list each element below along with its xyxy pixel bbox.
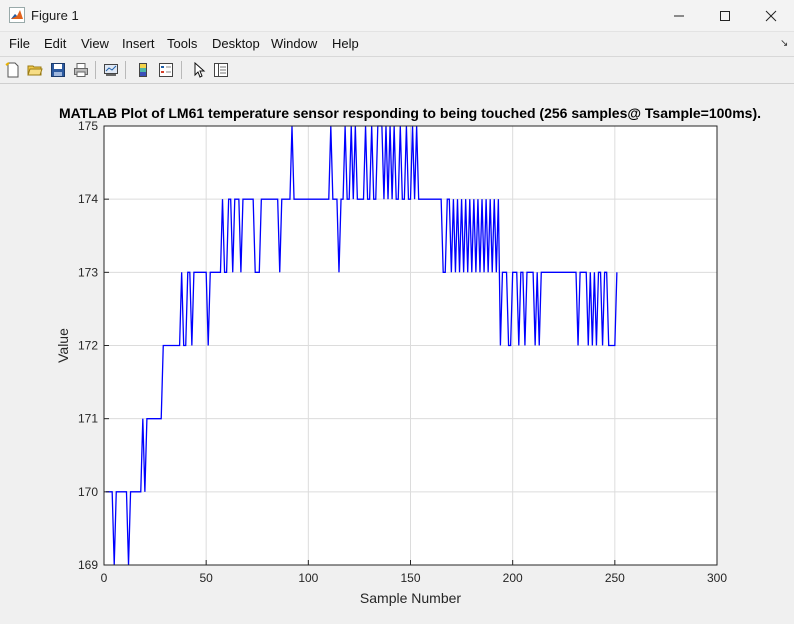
insert-legend-icon <box>159 63 173 77</box>
menu-bar <box>0 32 794 56</box>
maximize-icon <box>720 10 730 21</box>
insert-legend-button[interactable] <box>156 60 176 80</box>
series-line <box>106 125 618 566</box>
print-icon <box>74 63 88 77</box>
chart-title: MATLAB Plot of LM61 temperature sensor r… <box>59 105 761 121</box>
close-icon <box>765 10 777 21</box>
edit-plot-button[interactable] <box>189 60 209 80</box>
close-button[interactable] <box>748 0 794 31</box>
open-file-icon <box>27 65 43 76</box>
y-tick-label: 175 <box>78 119 98 133</box>
new-figure-button[interactable] <box>3 60 23 80</box>
print-button[interactable] <box>71 60 91 80</box>
matlab-icon <box>9 7 25 23</box>
insert-colorbar-icon <box>139 63 147 77</box>
insert-colorbar-button[interactable] <box>133 60 153 80</box>
menu-insert[interactable]: Insert <box>122 36 155 51</box>
x-axis-ticks: 0 50 100 150 200 250 300 <box>101 560 727 585</box>
new-figure-icon <box>5 62 19 78</box>
y-tick-label: 170 <box>78 485 98 499</box>
x-tick-label: 150 <box>400 571 420 585</box>
window-title: Figure 1 <box>31 8 79 23</box>
menu-tools[interactable]: Tools <box>167 36 198 51</box>
figure-toolbar <box>0 57 794 84</box>
menu-help[interactable]: Help <box>332 36 359 51</box>
x-axis-label: Sample Number <box>360 590 461 606</box>
dock-figure-icon[interactable]: ↘ <box>780 38 789 49</box>
menu-divider <box>0 56 794 57</box>
save-icon <box>51 63 65 77</box>
y-axis-ticks: 169 170 171 172 173 174 175 <box>78 119 109 572</box>
menu-window[interactable]: Window <box>271 36 318 51</box>
open-file-button[interactable] <box>25 60 45 80</box>
menu-file[interactable]: File <box>9 36 30 51</box>
minimize-icon <box>674 15 684 16</box>
property-inspector-button[interactable] <box>211 60 231 80</box>
property-inspector-icon <box>214 63 228 77</box>
y-tick-label: 171 <box>78 412 98 426</box>
y-tick-label: 172 <box>78 339 98 353</box>
link-plot-icon <box>104 64 118 76</box>
x-tick-label: 50 <box>199 571 213 585</box>
y-tick-label: 169 <box>78 558 98 572</box>
menu-edit[interactable]: Edit <box>44 36 67 51</box>
minimize-button[interactable] <box>656 0 702 31</box>
maximize-button[interactable] <box>702 0 748 31</box>
link-plot-button[interactable] <box>101 60 121 80</box>
save-button[interactable] <box>48 60 68 80</box>
menu-desktop[interactable]: Desktop <box>212 36 260 51</box>
menu-view[interactable]: View <box>81 36 109 51</box>
toolbar-separator <box>125 61 126 79</box>
edit-plot-arrow-icon <box>194 62 206 78</box>
x-tick-label: 250 <box>605 571 625 585</box>
data-series <box>106 125 618 566</box>
y-tick-label: 173 <box>78 265 98 279</box>
window-title-bar: Figure 1 <box>0 0 794 32</box>
toolbar-separator <box>181 61 182 79</box>
y-axis-label: Value <box>55 328 71 363</box>
x-tick-label: 300 <box>707 571 727 585</box>
x-tick-label: 100 <box>298 571 318 585</box>
x-tick-label: 200 <box>503 571 523 585</box>
toolbar-separator <box>95 61 96 79</box>
x-tick-label: 0 <box>101 571 108 585</box>
y-tick-label: 174 <box>78 192 98 206</box>
